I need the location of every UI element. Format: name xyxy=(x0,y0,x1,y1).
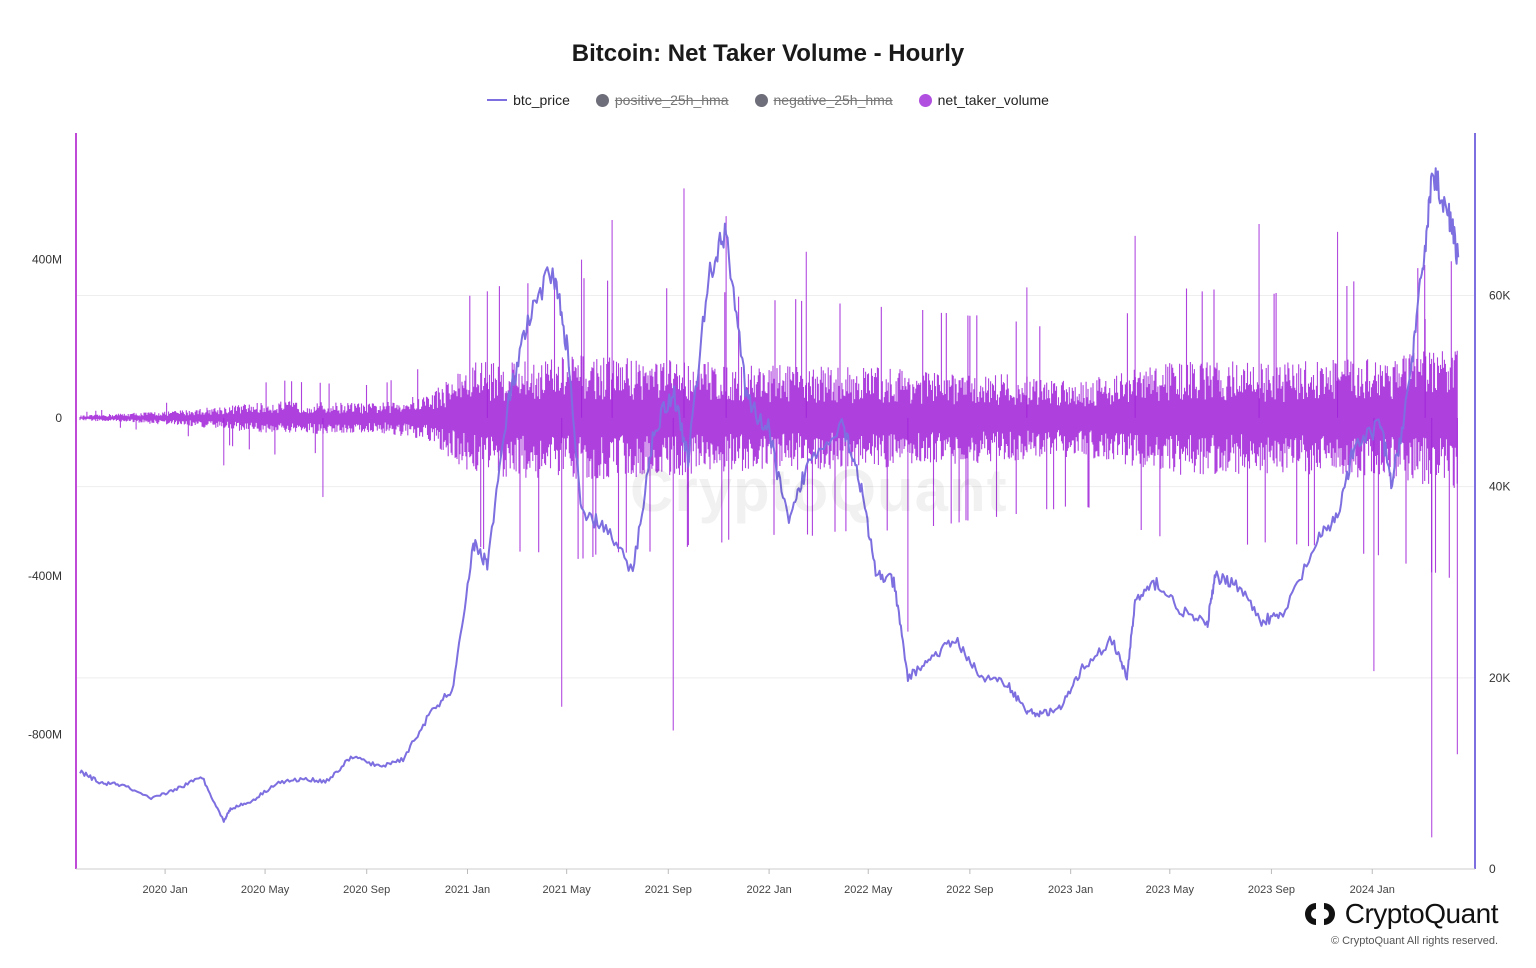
x-tick-label: 2020 Sep xyxy=(343,884,390,896)
x-tick-label: 2021 May xyxy=(543,884,592,896)
x-tick-label: 2024 Jan xyxy=(1350,884,1395,896)
right-tick-label: 40K xyxy=(1489,480,1510,494)
btc-price-series xyxy=(79,167,1460,823)
brand-name: CryptoQuant xyxy=(1344,898,1499,929)
x-tick-label: 2020 Jan xyxy=(142,884,187,896)
left-tick-label: 0 xyxy=(55,411,62,425)
legend-dot-icon xyxy=(595,93,609,107)
left-tick-label: -800M xyxy=(28,727,62,741)
right-tick-label: 20K xyxy=(1489,671,1510,685)
legend-item-positive-25h-hma[interactable]: positive_25h_hma xyxy=(595,92,729,108)
x-tick-label: 2021 Sep xyxy=(645,884,692,896)
legend-label: positive_25h_hma xyxy=(614,92,729,108)
copyright: © CryptoQuant All rights reserved. xyxy=(1330,935,1498,947)
right-axis: 60K 40K 20K 0 xyxy=(1474,133,1510,876)
x-tick-label: 2023 Sep xyxy=(1248,884,1295,896)
legend-line-icon xyxy=(487,99,508,101)
brand-logo: CryptoQuant xyxy=(1303,898,1499,930)
legend-dot-icon xyxy=(754,93,768,107)
chart-title: Bitcoin: Net Taker Volume - Hourly xyxy=(571,40,965,67)
gridlines xyxy=(76,294,1475,679)
legend-item-negative-25h-hma[interactable]: negative_25h_hma xyxy=(754,92,893,108)
watermark: CryptoQuant xyxy=(630,457,1008,524)
legend: btc_price positive_25h_hma negative_25h_… xyxy=(0,92,1536,108)
btc-price-line xyxy=(79,167,1460,823)
cryptoquant-logo-icon xyxy=(1304,903,1335,925)
x-tick-label: 2021 Jan xyxy=(445,884,490,896)
legend-item-net-taker-volume[interactable]: net_taker_volume xyxy=(918,92,1049,108)
left-axis: 400M 0 -400M -800M xyxy=(28,133,77,869)
x-axis: 2020 Jan 2020 May 2020 Sep 2021 Jan 2021 May… xyxy=(76,868,1475,896)
legend-label: net_taker_volume xyxy=(937,92,1049,108)
x-tick-label: 2022 Jan xyxy=(746,884,791,896)
left-tick-label: 400M xyxy=(32,253,62,267)
x-tick-label: 2022 May xyxy=(844,884,893,896)
net-taker-volume-series xyxy=(79,188,1458,838)
x-tick-label: 2020 May xyxy=(241,884,290,896)
legend-item-btc-price[interactable]: btc_price xyxy=(487,92,570,108)
right-tick-label: 60K xyxy=(1489,288,1510,302)
x-tick-label: 2022 Sep xyxy=(946,884,993,896)
legend-label: negative_25h_hma xyxy=(773,92,893,108)
legend-dot-icon xyxy=(918,93,932,107)
right-tick-label: 0 xyxy=(1489,862,1496,876)
legend-label: btc_price xyxy=(513,92,570,108)
x-tick-label: 2023 Jan xyxy=(1048,884,1093,896)
x-tick-label: 2023 May xyxy=(1146,884,1195,896)
left-tick-label: -400M xyxy=(28,569,62,583)
